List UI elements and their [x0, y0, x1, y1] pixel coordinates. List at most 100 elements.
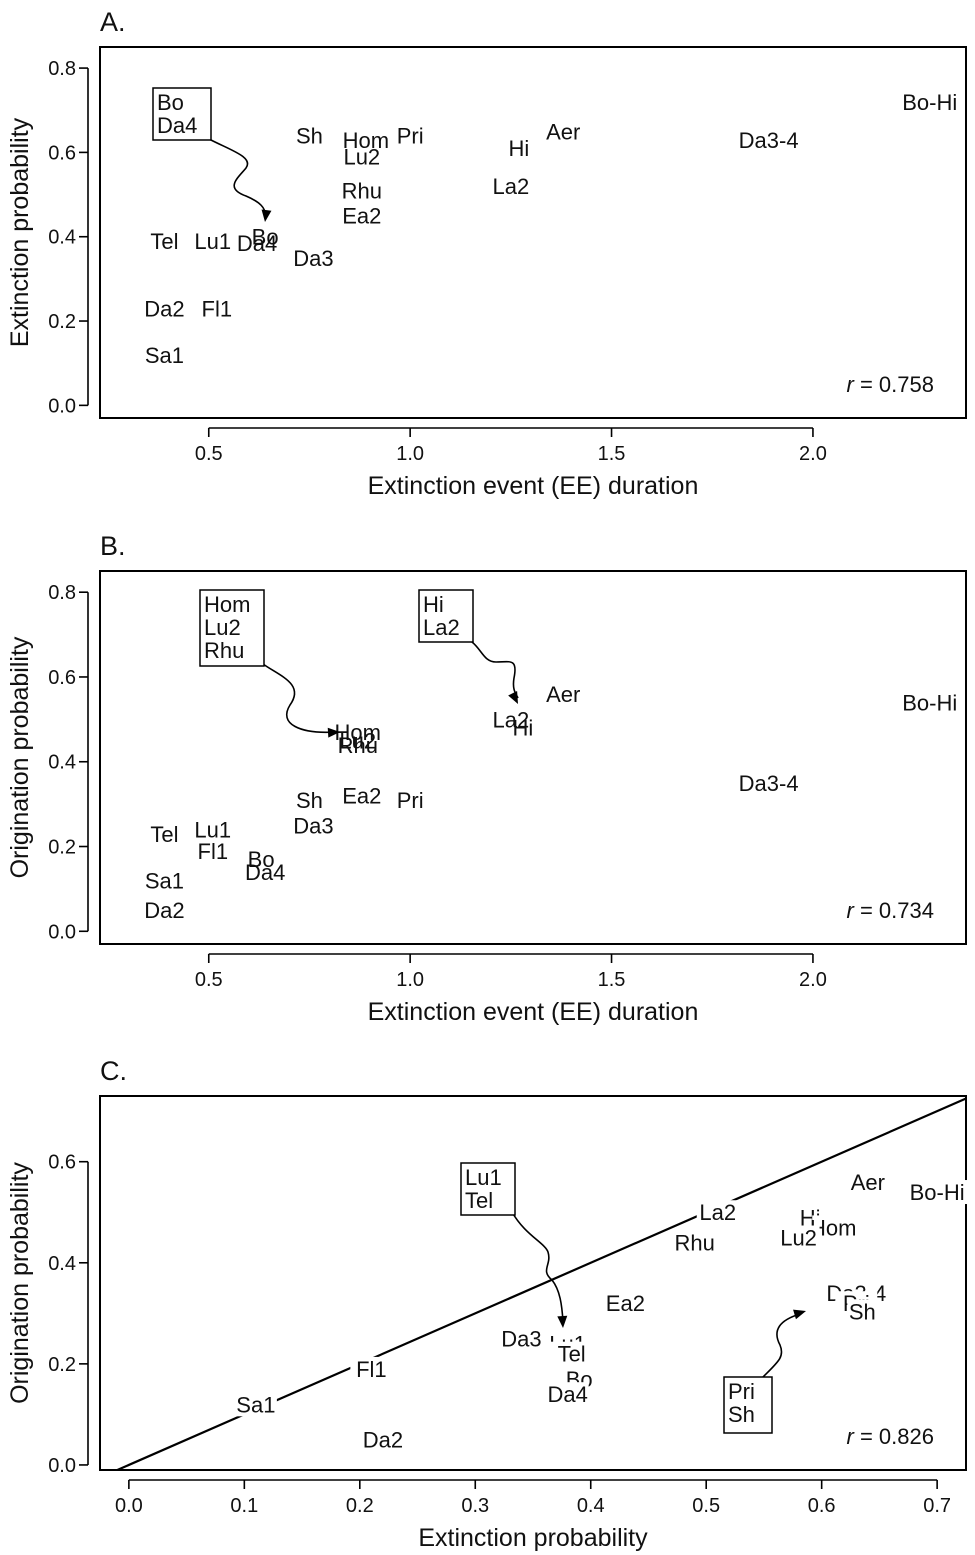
point-label-hi: Hi — [509, 136, 530, 161]
plot-frame — [99, 570, 967, 945]
point-label-aer: Aer — [546, 119, 580, 144]
point-label-da4: Da4 — [547, 1382, 587, 1407]
panel-label: C. — [100, 1056, 127, 1086]
point-label-la2: La2 — [492, 174, 529, 199]
callout-box — [199, 589, 265, 667]
point-label-da3-4: Da3-4 — [739, 128, 799, 153]
point-label-hom: Hom — [343, 128, 389, 153]
point-label-background — [361, 1427, 404, 1452]
callout-text: Rhu — [204, 638, 244, 663]
y-tick-label: 0.6 — [48, 667, 76, 689]
point-label-aer: Aer — [546, 682, 580, 707]
point-label-da3: Da3 — [293, 246, 333, 271]
y-tick-label: 0.4 — [48, 1253, 76, 1275]
point-label-background — [846, 1169, 889, 1194]
callout-box — [418, 589, 474, 643]
x-tick-label: 0.6 — [808, 1495, 836, 1517]
point-label-ea2: Ea2 — [342, 784, 381, 809]
point-label-sh: Sh — [849, 1299, 876, 1324]
point-label-fl1: Fl1 — [202, 296, 233, 321]
x-axis-title: Extinction event (EE) duration — [368, 998, 699, 1026]
callout-arrowhead — [261, 209, 272, 222]
callout-text: Hi — [423, 592, 444, 617]
x-axis-title: Extinction event (EE) duration — [368, 472, 699, 500]
point-label-lu1: Lu1 — [194, 818, 231, 843]
correlation-label: r = 0.826 — [847, 1424, 934, 1449]
callout-text: Lu1 — [465, 1165, 502, 1190]
point-label-aer: Aer — [851, 1170, 885, 1195]
x-tick-label: 0.4 — [577, 1495, 605, 1517]
callout-arrowhead — [557, 1315, 568, 1328]
y-tick-label: 0.4 — [48, 227, 76, 249]
x-axis-title: Extinction probability — [418, 1524, 648, 1552]
callout-text: Tel — [465, 1188, 493, 1213]
x-tick-label: 0.7 — [923, 1495, 951, 1517]
correlation-symbol: r — [847, 898, 856, 923]
panel-a: A. 0.0 0.2 0.4 0.6 0.8 0.5 1.0 1.5 2.0 Extinction … — [6, 7, 967, 500]
point-label-da3: Da3 — [501, 1327, 541, 1352]
point-label-lu2: Lu2 — [780, 1226, 817, 1251]
point-label-background — [234, 1392, 277, 1417]
x-tick-label: 0.5 — [195, 443, 223, 465]
point-label-background — [847, 1299, 878, 1324]
plot-frame — [99, 1095, 967, 1471]
correlation-label: r = 0.758 — [847, 372, 934, 397]
point-label-background — [500, 1326, 543, 1351]
x-tick-label: 0.0 — [115, 1495, 143, 1517]
callout-arrowhead — [793, 1309, 806, 1320]
point-label-tel: Tel — [558, 1342, 586, 1367]
point-label-bo-hi: Bo-Hi — [902, 690, 957, 715]
point-label-da2: Da2 — [144, 296, 184, 321]
point-label-bo-hi: Bo-Hi — [902, 90, 957, 115]
point-label-sh: Sh — [296, 124, 323, 149]
point-label-lu1: Lu1 — [194, 229, 231, 254]
point-label-sa1: Sa1 — [145, 343, 184, 368]
point-label-rhu: Rhu — [674, 1231, 714, 1256]
point-label-bo: Bo — [248, 847, 275, 872]
point-label-background — [350, 1356, 393, 1381]
y-axis-title: Origination probability — [6, 1162, 34, 1404]
y-tick-label: 0.2 — [48, 311, 76, 333]
x-tick-label: 0.1 — [230, 1495, 258, 1517]
point-label-rhu: Rhu — [338, 733, 378, 758]
point-label-ea2: Ea2 — [606, 1291, 645, 1316]
correlation-symbol: r — [847, 372, 856, 397]
callout-text: Hom — [204, 592, 250, 617]
point-label-background — [696, 1200, 739, 1225]
callout-text: La2 — [423, 615, 460, 640]
y-tick-label: 0.2 — [48, 1354, 76, 1376]
y-axis-title: Origination probability — [6, 636, 34, 878]
point-label-da3-4: Da3-4 — [739, 771, 799, 796]
y-tick-label: 0.0 — [48, 921, 76, 943]
point-label-da4: Da4 — [245, 860, 285, 885]
point-label-bo: Bo — [252, 225, 279, 250]
callout-arrow — [471, 641, 519, 699]
point-label-background — [604, 1291, 647, 1316]
callout-box — [460, 1162, 516, 1216]
x-tick-label: 0.3 — [461, 1495, 489, 1517]
point-label-background — [777, 1225, 820, 1250]
x-tick-label: 0.5 — [692, 1495, 720, 1517]
y-tick-label: 0.0 — [48, 395, 76, 417]
panel-c: C. 0.0 0.2 0.4 0.6 0.0 0.1 0.2 0.3 0.4 0.5 0.6 0.7 Ex… — [6, 1056, 971, 1552]
y-tick-label: 0.8 — [48, 58, 76, 80]
callout-text: Pri — [728, 1379, 755, 1404]
point-label-da2: Da2 — [144, 898, 184, 923]
point-label-da4: Da4 — [237, 231, 277, 256]
point-label-lu2: Lu2 — [343, 145, 380, 170]
callout-text: Sh — [728, 1402, 755, 1427]
panel-label: A. — [100, 7, 126, 37]
point-label-bo-hi: Bo-Hi — [910, 1180, 965, 1205]
correlation-label: r = 0.734 — [847, 898, 934, 923]
point-label-hom: Hom — [335, 720, 381, 745]
point-label-da3: Da3 — [293, 813, 333, 838]
point-label-background — [904, 1180, 971, 1205]
point-label-sh: Sh — [296, 788, 323, 813]
x-tick-label: 0.2 — [346, 1495, 374, 1517]
x-tick-label: 2.0 — [799, 443, 827, 465]
